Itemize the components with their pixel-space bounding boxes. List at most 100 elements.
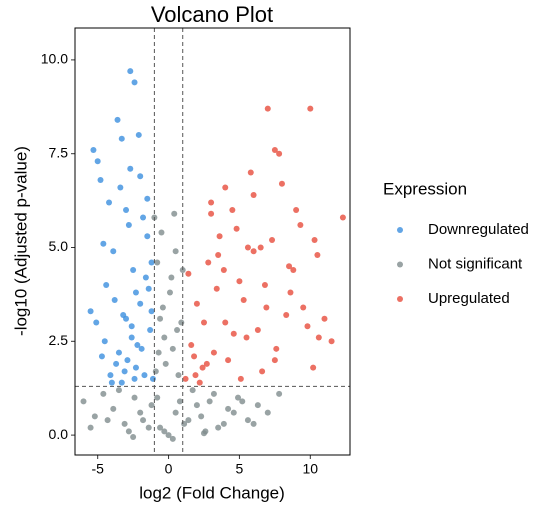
point <box>189 387 196 394</box>
point <box>154 394 161 401</box>
point <box>152 368 159 375</box>
point <box>166 289 173 296</box>
point <box>196 379 203 386</box>
point <box>80 398 87 405</box>
legend-marker <box>397 227 403 233</box>
point <box>273 345 280 352</box>
point <box>144 233 151 240</box>
point <box>236 278 243 285</box>
point <box>93 319 100 326</box>
point <box>293 206 300 213</box>
point <box>188 342 195 349</box>
point <box>121 368 128 375</box>
point <box>263 304 270 311</box>
point <box>244 244 251 251</box>
point <box>208 210 215 217</box>
point <box>144 195 151 202</box>
point <box>206 398 213 405</box>
point <box>142 274 149 281</box>
point <box>300 304 307 311</box>
point <box>118 135 125 142</box>
point <box>222 319 229 326</box>
point <box>148 259 155 266</box>
point <box>110 405 117 412</box>
point <box>210 349 217 356</box>
point <box>269 236 276 243</box>
point <box>210 390 217 397</box>
point <box>132 364 139 371</box>
point <box>297 221 304 228</box>
point <box>208 199 215 206</box>
point <box>140 417 147 424</box>
point <box>257 244 264 251</box>
y-tick-label: 10.0 <box>41 51 68 67</box>
point <box>199 364 206 371</box>
point <box>132 289 139 296</box>
point <box>185 270 192 277</box>
point <box>216 233 223 240</box>
point <box>185 417 192 424</box>
point <box>247 169 254 176</box>
point <box>192 372 199 379</box>
point <box>321 315 328 322</box>
point <box>193 300 200 307</box>
point <box>229 206 236 213</box>
point <box>213 285 220 292</box>
point <box>111 297 118 304</box>
point <box>158 229 165 236</box>
point <box>271 146 278 153</box>
point <box>98 353 105 360</box>
point <box>135 131 142 138</box>
y-tick-label: 2.5 <box>49 332 69 348</box>
point <box>200 319 207 326</box>
point <box>161 334 168 341</box>
point <box>328 338 335 345</box>
point <box>114 116 121 123</box>
legend-label: Upregulated <box>428 290 510 307</box>
point <box>148 402 155 409</box>
point <box>125 221 132 228</box>
point <box>233 225 240 232</box>
point <box>244 417 251 424</box>
point <box>110 248 117 255</box>
point <box>264 409 271 416</box>
point <box>191 353 198 360</box>
point <box>118 379 125 386</box>
point <box>128 323 135 330</box>
point <box>131 375 138 382</box>
point <box>287 289 294 296</box>
point <box>304 323 311 330</box>
point <box>261 282 268 289</box>
point <box>155 349 162 356</box>
point <box>157 315 164 322</box>
point <box>307 105 314 112</box>
point <box>145 285 152 292</box>
y-tick-label: 7.5 <box>49 144 69 160</box>
point <box>198 413 205 420</box>
point <box>235 394 242 401</box>
point <box>182 375 189 382</box>
point <box>94 158 101 165</box>
y-tick-label: 5.0 <box>49 238 69 254</box>
point <box>286 263 293 270</box>
point <box>134 342 141 349</box>
point <box>137 409 144 416</box>
point <box>165 432 172 439</box>
point <box>315 334 322 341</box>
point <box>107 372 114 379</box>
point <box>339 214 346 221</box>
point <box>215 252 222 259</box>
point <box>117 184 124 191</box>
point <box>130 267 137 274</box>
x-tick-label: 10 <box>303 461 319 477</box>
point <box>123 206 130 213</box>
legend-marker <box>397 261 403 268</box>
point <box>106 199 113 206</box>
point <box>128 334 135 341</box>
point <box>174 327 181 334</box>
point <box>225 357 232 364</box>
point <box>101 338 108 345</box>
point <box>240 297 247 304</box>
point <box>237 375 244 382</box>
